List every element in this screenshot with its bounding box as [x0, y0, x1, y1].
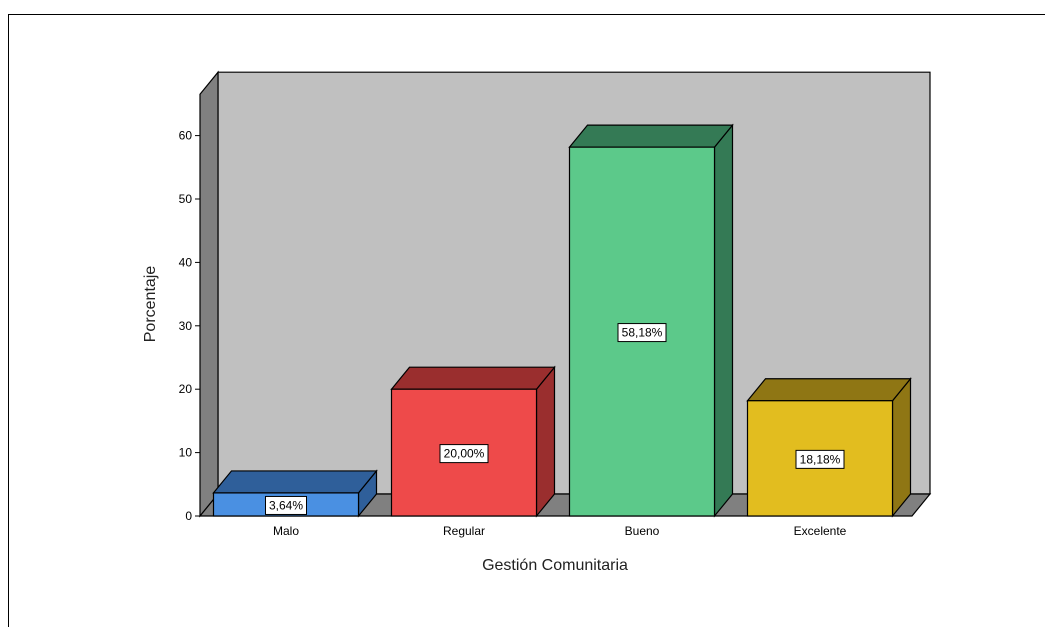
bar-excelente: 18,18% [746, 377, 912, 518]
x-axis-title: Gestión Comunitaria [482, 557, 628, 574]
bar-top-face [746, 378, 912, 402]
y-tick-label: 0 [185, 509, 192, 523]
bar-top-face [390, 366, 556, 390]
y-tick-label: 10 [179, 446, 193, 460]
data-label-box [265, 495, 307, 515]
bar-side-face [713, 123, 734, 518]
x-axis-ticks: Malo Regular Bueno Excelente [273, 524, 847, 538]
y-tick-label: 60 [179, 129, 193, 143]
data-label: 3,64% [269, 498, 303, 512]
bar-front-face [746, 400, 894, 517]
bar-top-face [568, 124, 734, 148]
y-tick-label: 20 [179, 382, 193, 396]
data-label-box [795, 449, 845, 469]
bar-side-face [535, 365, 556, 518]
y-axis-ticks: 0 10 20 30 40 50 60 [179, 129, 200, 523]
x-tick-label: Excelente [794, 524, 847, 538]
data-label-box [439, 444, 489, 464]
bar-malo: 3,64% [212, 469, 378, 518]
bar-regular: 20,00% [390, 365, 556, 518]
data-label: 58,18% [622, 326, 663, 340]
data-label: 18,18% [800, 452, 841, 466]
y-axis-title: Porcentaje [142, 266, 159, 343]
x-tick-label: Malo [273, 524, 299, 538]
y-tick-label: 50 [179, 192, 193, 206]
data-label-box [617, 323, 667, 343]
bar-top-face [212, 470, 378, 494]
x-tick-label: Bueno [625, 524, 660, 538]
data-label: 20,00% [444, 447, 485, 461]
bars: 3,64% 20,00% 58,18% 18,18% [212, 123, 912, 518]
chart-side-wall [199, 70, 219, 518]
bar-side-face [891, 377, 912, 518]
y-tick-label: 40 [179, 255, 193, 269]
bar-bueno: 58,18% [568, 123, 734, 518]
x-tick-label: Regular [443, 524, 485, 538]
y-tick-label: 30 [179, 319, 193, 333]
